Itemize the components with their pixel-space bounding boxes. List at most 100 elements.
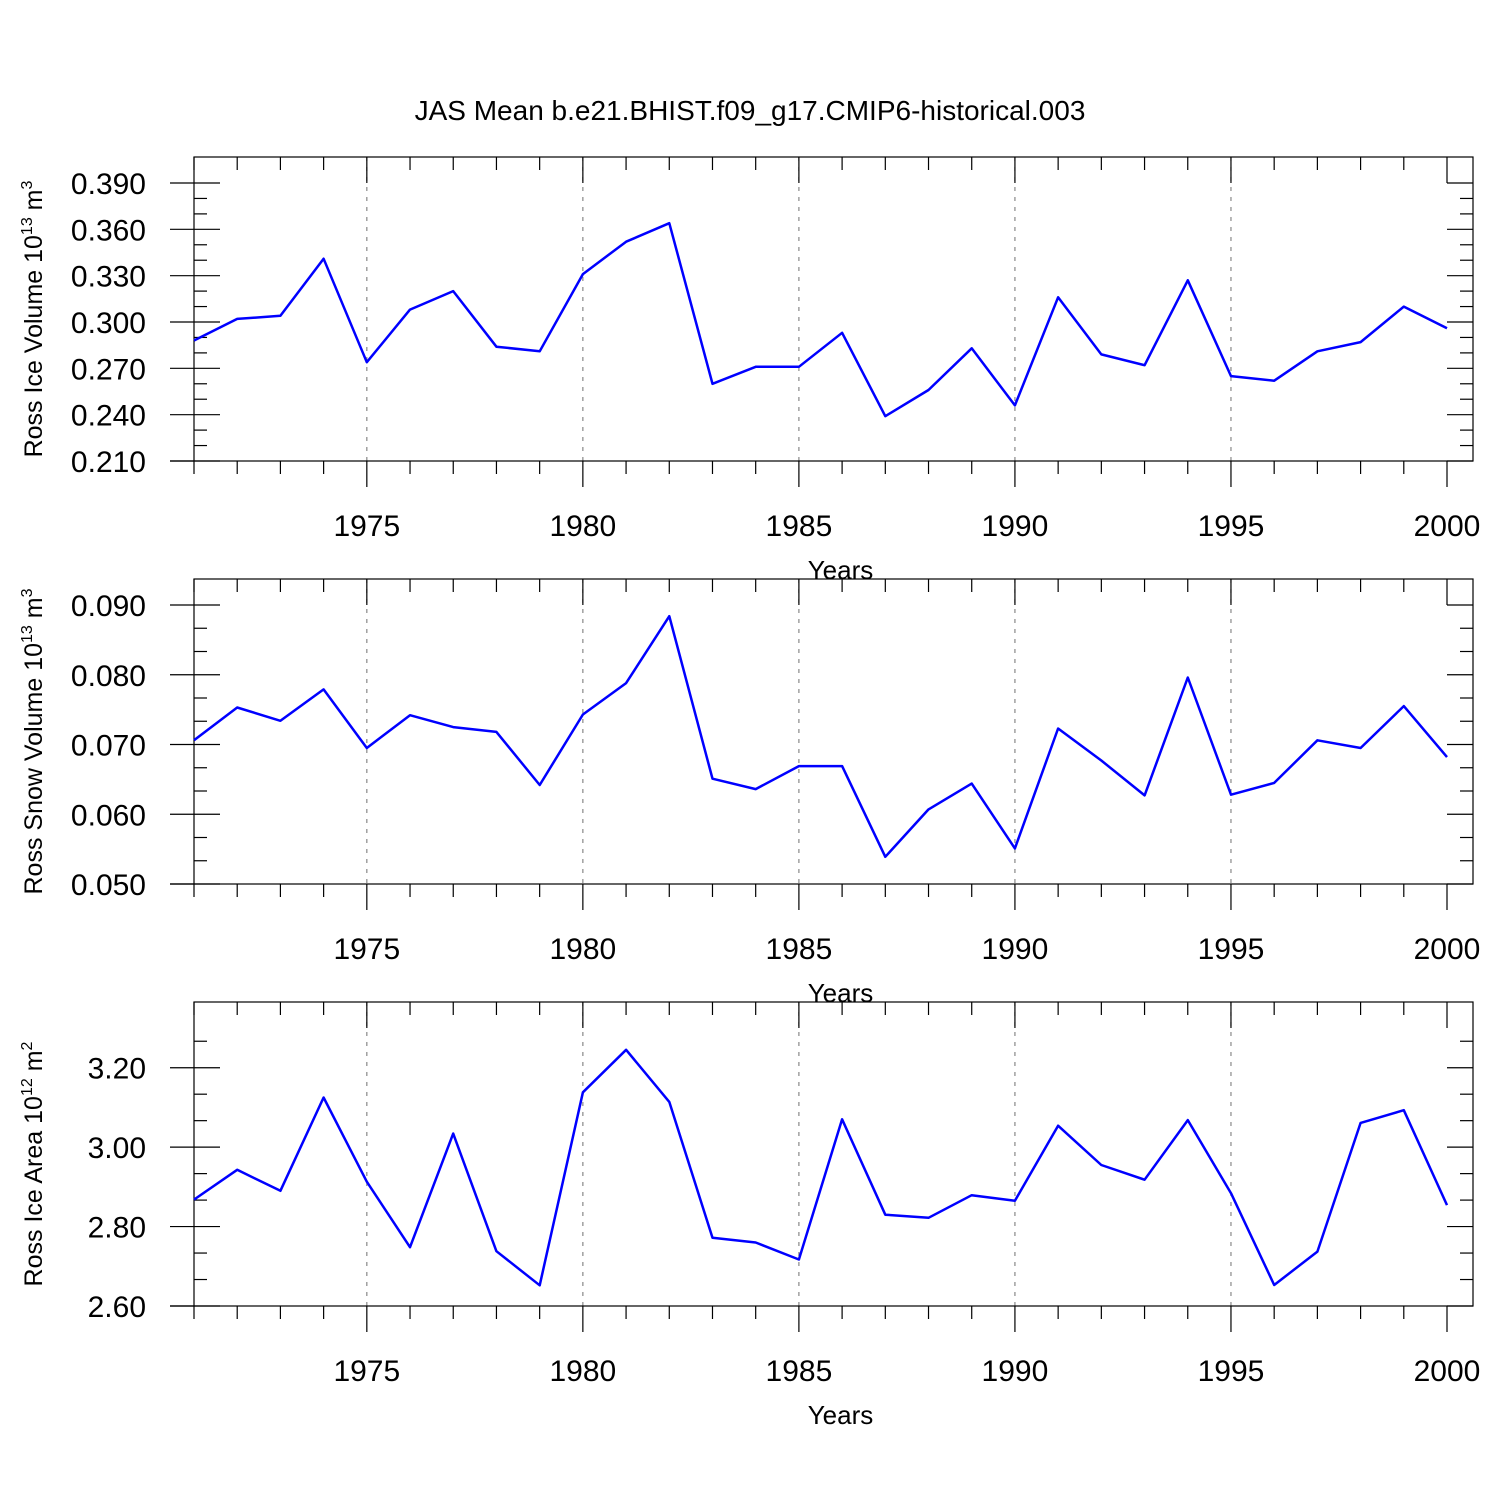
data-point — [1359, 341, 1362, 344]
data-point — [1229, 793, 1232, 796]
data-point — [193, 739, 196, 742]
data-point — [495, 345, 498, 348]
data-point — [236, 706, 239, 709]
data-point — [1446, 756, 1449, 759]
data-point — [1143, 364, 1146, 367]
x-tick-label: 1995 — [1198, 510, 1265, 543]
data-point — [711, 777, 714, 780]
y-axis-label-exponent: 13 — [19, 625, 36, 643]
x-tick-label: 1975 — [333, 510, 400, 543]
data-point — [365, 1180, 368, 1183]
data-point — [1143, 794, 1146, 797]
data-point — [1446, 1204, 1449, 1207]
data-point — [495, 730, 498, 733]
data-point — [1359, 746, 1362, 749]
data-point — [884, 1213, 887, 1216]
data-point — [1100, 1164, 1103, 1167]
panels: 1975 1980 1985 1990 1995 2000 Years 0.210 0.240 0… — [19, 156, 1481, 1430]
data-point — [236, 1168, 239, 1171]
data-point — [538, 1284, 541, 1287]
y-tick-label: 2.80 — [88, 1212, 146, 1245]
panel-1: 1975 1980 1985 1990 1995 2000 Years 0.210 0.240 0… — [19, 156, 1481, 585]
data-point — [1359, 1121, 1362, 1124]
data-point — [452, 290, 455, 293]
x-tick-label: 1985 — [766, 1355, 833, 1388]
y-axis-label-exponent: 13 — [19, 217, 36, 235]
plot-frame — [193, 156, 1474, 462]
plot-frame — [193, 1001, 1474, 1307]
data-point — [322, 257, 325, 260]
data-point — [841, 331, 844, 334]
data-point — [711, 382, 714, 385]
data-point — [841, 765, 844, 768]
data-point — [1402, 305, 1405, 308]
x-tick-label: 1985 — [766, 510, 833, 543]
data-point — [1273, 781, 1276, 784]
panel-3: 1975 1980 1985 1990 1995 2000 Years 2.60 2.80 3.0… — [19, 1001, 1481, 1430]
y-axis-label-exponent: 12 — [19, 1078, 36, 1096]
data-point — [1316, 1250, 1319, 1253]
data-point — [927, 808, 930, 811]
y-tick-label: 0.210 — [71, 446, 146, 479]
y-axis-label-main: Ross Snow Volume 10 — [20, 643, 48, 895]
x-tick-label: 1995 — [1198, 1355, 1265, 1388]
data-point — [797, 1258, 800, 1261]
data-point — [927, 1216, 930, 1219]
y-axis-label: Ross Snow Volume 1013 m3 — [19, 588, 48, 894]
data-point — [1143, 1178, 1146, 1181]
y-axis-label-unit: m — [20, 189, 48, 217]
data-point — [1186, 1119, 1189, 1122]
data-point — [581, 1091, 584, 1094]
data-point — [970, 347, 973, 350]
data-point — [1186, 279, 1189, 282]
series-line — [193, 221, 1448, 418]
y-axis-label-unit-exponent: 3 — [19, 180, 36, 189]
data-point — [279, 719, 282, 722]
x-tick-label: 1975 — [333, 933, 400, 966]
data-point — [1273, 379, 1276, 382]
data-point — [279, 1189, 282, 1192]
y-tick-label: 0.390 — [71, 168, 146, 201]
data-point — [581, 273, 584, 276]
data-point — [409, 308, 412, 311]
data-point — [754, 1241, 757, 1244]
series-line — [193, 614, 1448, 859]
data-point — [754, 788, 757, 791]
data-point — [927, 388, 930, 391]
y-tick-label: 0.060 — [71, 799, 146, 832]
data-point — [1057, 727, 1060, 730]
x-axis-label: Years — [808, 1400, 874, 1430]
data-point — [1229, 1192, 1232, 1195]
x-tick-label: 2000 — [1414, 1355, 1481, 1388]
data-point — [625, 1048, 628, 1051]
figure-title: JAS Mean b.e21.BHIST.f09_g17.CMIP6-histo… — [415, 95, 1086, 126]
data-point — [322, 1096, 325, 1099]
x-tick-label: 1980 — [549, 933, 616, 966]
data-point — [1013, 404, 1016, 407]
data-point — [1316, 739, 1319, 742]
x-tick-label: 1980 — [549, 1355, 616, 1388]
data-point — [797, 365, 800, 368]
data-point — [884, 415, 887, 418]
y-tick-label: 0.240 — [71, 400, 146, 433]
x-tick-label: 2000 — [1414, 510, 1481, 543]
data-point — [236, 317, 239, 320]
x-axis-label: Years — [808, 555, 874, 585]
y-axis-label: Ross Ice Area 1012 m2 — [19, 1041, 48, 1286]
x-tick-label: 1990 — [982, 510, 1049, 543]
x-axis-label: Years — [808, 978, 874, 1008]
y-axis-label: Ross Ice Volume 1013 m3 — [19, 180, 48, 457]
y-tick-label: 2.60 — [88, 1291, 146, 1324]
data-point — [365, 746, 368, 749]
data-point — [365, 361, 368, 364]
data-point — [1057, 1124, 1060, 1127]
y-tick-label: 0.050 — [71, 869, 146, 902]
x-tick-label: 1980 — [549, 510, 616, 543]
y-axis-label-unit: m — [20, 1050, 48, 1078]
y-tick-label: 0.080 — [71, 660, 146, 693]
data-point — [322, 688, 325, 691]
x-tick-label: 1990 — [982, 1355, 1049, 1388]
y-tick-label: 3.00 — [88, 1132, 146, 1165]
y-axis-label-unit-exponent: 2 — [19, 1041, 36, 1050]
data-point — [279, 314, 282, 317]
